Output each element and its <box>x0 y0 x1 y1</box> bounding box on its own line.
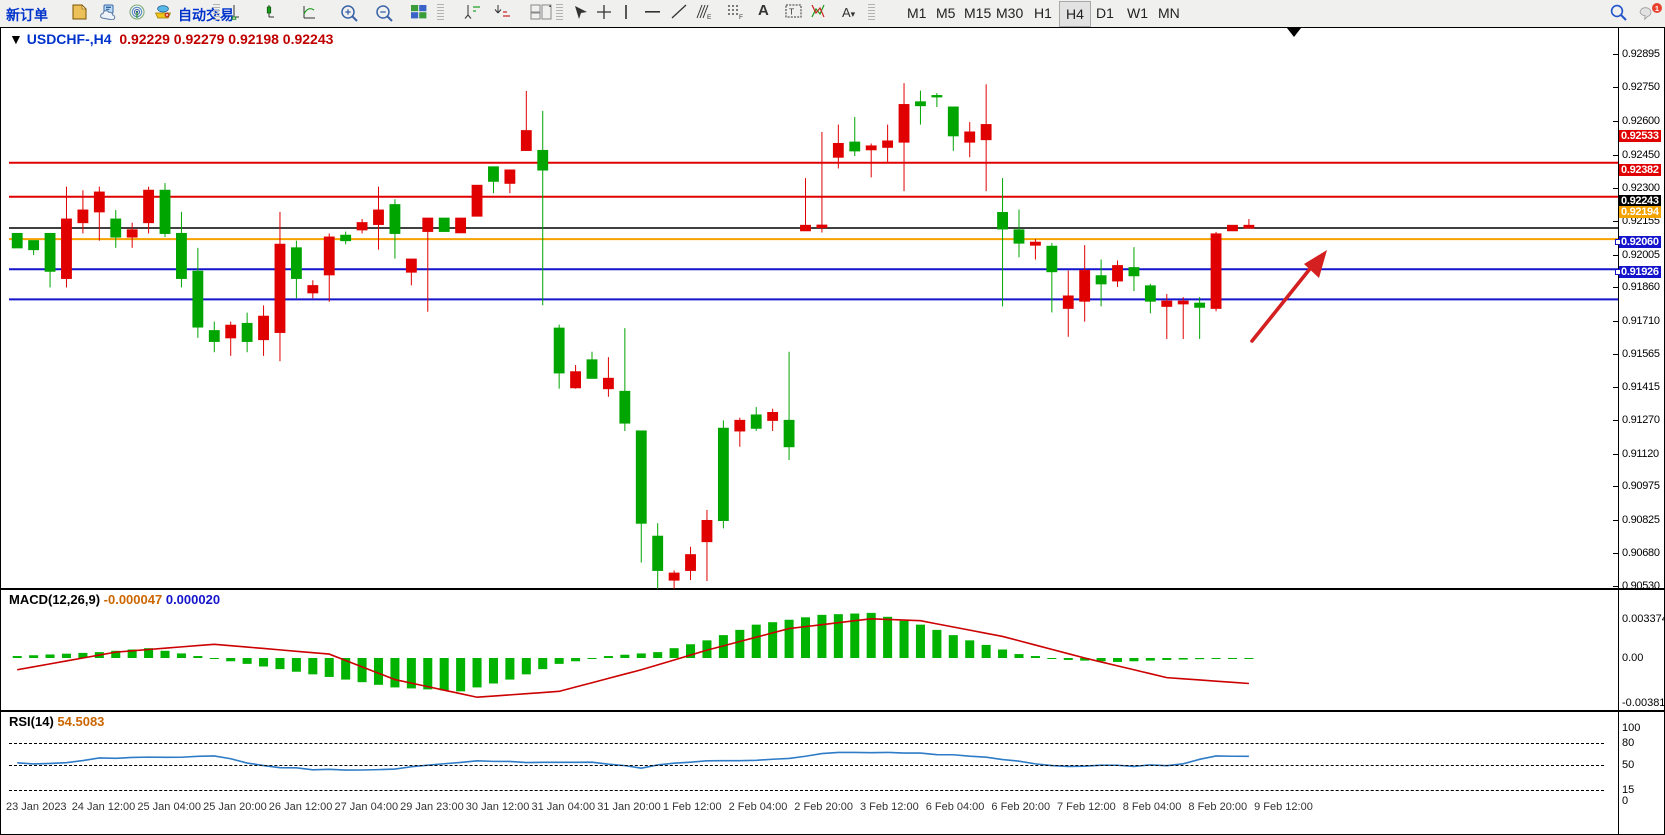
svg-text:T: T <box>789 7 794 17</box>
svg-text:F: F <box>739 14 743 20</box>
svg-text:E: E <box>707 14 712 20</box>
svg-text:1: 1 <box>1655 4 1659 13</box>
